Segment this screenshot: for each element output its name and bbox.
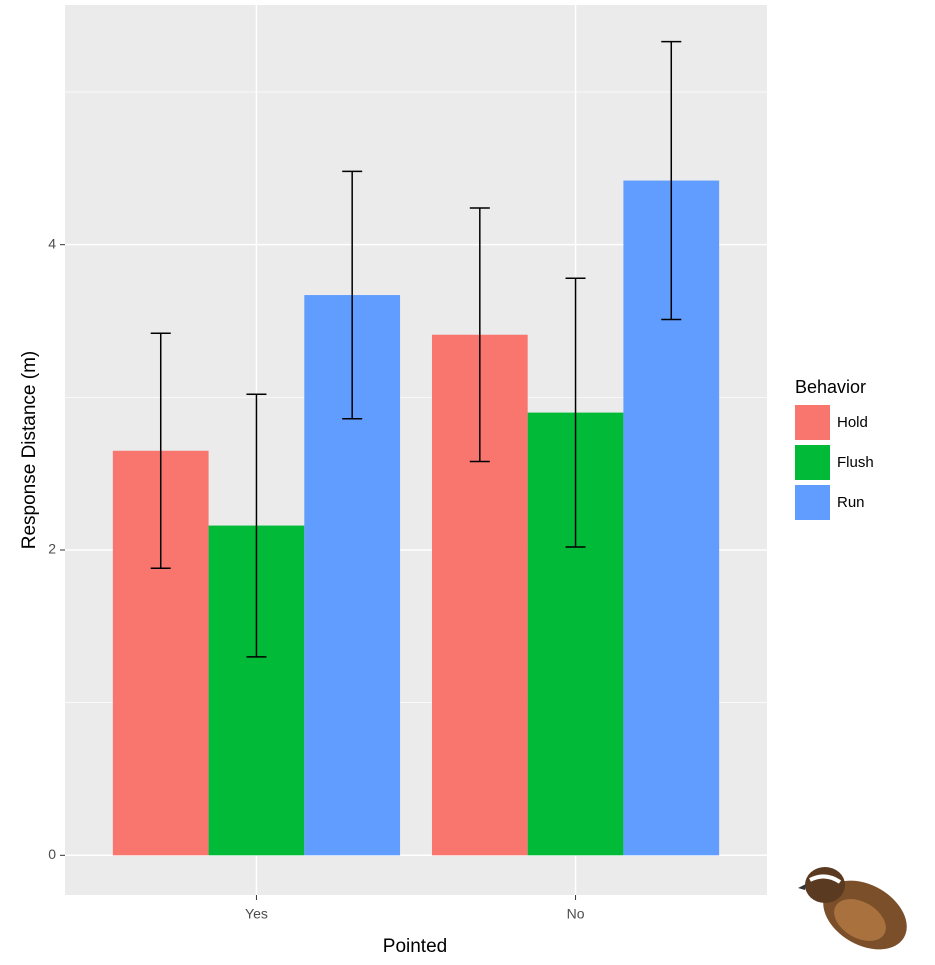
legend-title: Behavior (795, 377, 866, 397)
legend-label: Hold (837, 414, 868, 431)
legend-key (795, 405, 830, 440)
legend-key (795, 485, 830, 520)
y-tick-label: 0 (48, 846, 56, 862)
legend-label: Run (837, 494, 865, 511)
x-axis-title: Pointed (383, 936, 447, 957)
chart: Pointed Response Distance (m) Behavior 0… (0, 0, 935, 960)
x-tick-label: No (567, 906, 585, 922)
quail (798, 867, 919, 960)
y-axis-title: Response Distance (m) (19, 351, 40, 550)
x-tick-label: Yes (245, 906, 268, 922)
y-tick-label: 4 (48, 235, 56, 251)
y-tick-label: 2 (48, 541, 56, 557)
legend-key (795, 445, 830, 480)
legend-label: Flush (837, 454, 874, 471)
